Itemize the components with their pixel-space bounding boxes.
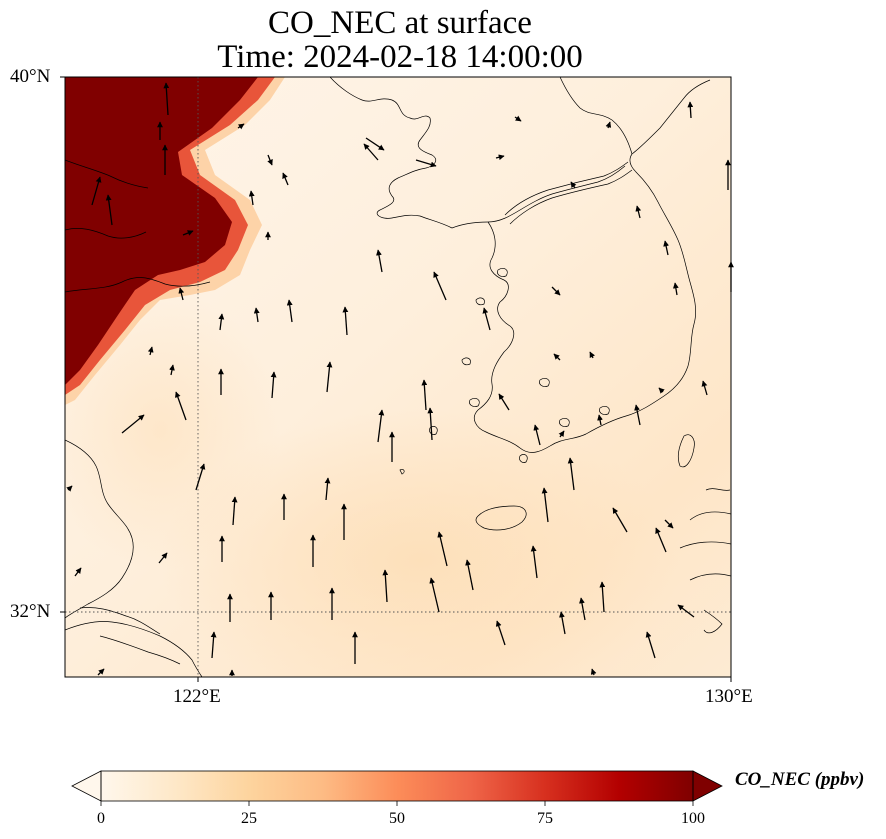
wind-arrow: [533, 424, 541, 446]
wind-arrow: [530, 545, 538, 579]
wind-arrow: [163, 82, 170, 116]
wind-arrow: [326, 361, 333, 393]
wind-arrow: [365, 137, 385, 151]
wind-arrow: [342, 306, 349, 336]
map-frame: [64, 76, 732, 678]
colorbar-min-extend: [71, 770, 102, 802]
wind-arrow: [570, 181, 577, 189]
lon-tick-130e: 130°E: [705, 686, 753, 707]
wind-arrow: [579, 597, 586, 621]
wind-arrow: [248, 190, 255, 206]
wind-arrow: [91, 176, 102, 206]
wind-arrow: [231, 496, 238, 526]
wind-arrow: [169, 364, 175, 376]
wind-arrow: [324, 477, 331, 501]
wind-arrow: [175, 391, 187, 421]
gridlines: [65, 77, 731, 677]
wind-arrow: [105, 194, 113, 226]
jeju-island: [475, 505, 527, 531]
lat-tick-32n: 32°N: [10, 601, 51, 622]
concentration-field: [65, 77, 731, 677]
chart-title: CO_NEC at surface Time: 2024-02-18 14:00…: [0, 6, 800, 74]
wind-arrow: [210, 631, 217, 659]
wind-arrow: [121, 414, 145, 434]
wind-arrow: [495, 620, 506, 646]
wind-arrow: [429, 577, 440, 613]
wind-arrow: [382, 569, 389, 603]
wind-arrow: [376, 249, 383, 273]
colorbar-label: CO_NEC (ppbv): [735, 769, 865, 790]
wind-arrow: [589, 351, 595, 359]
wind-arrow: [158, 552, 168, 564]
wind-arrow: [558, 430, 565, 438]
title-line-1: CO_NEC at surface: [268, 5, 532, 41]
wind-arrow: [253, 307, 260, 323]
colorbar-tick-50: 50: [389, 810, 405, 827]
wind-arrow: [433, 271, 447, 301]
wind-arrow: [495, 154, 505, 161]
wind-arrow: [415, 159, 437, 168]
wind-arrow: [427, 407, 434, 441]
colorbar-tick-25: 25: [241, 810, 257, 827]
wind-arrow: [498, 393, 510, 411]
colorbar-tick-100: 100: [681, 810, 705, 827]
wind-arrow: [363, 143, 379, 161]
wind-arrow: [551, 286, 561, 296]
wind-arrow: [567, 457, 575, 491]
wind-arrow: [655, 527, 667, 553]
wind-arrow: [605, 121, 612, 129]
wind-arrow: [282, 172, 289, 186]
wind-arrow: [658, 387, 665, 394]
lon-tick-122e: 122°E: [173, 686, 221, 707]
title-line-2: Time: 2024-02-18 14:00:00: [217, 39, 583, 75]
colorbar-tick-75: 75: [537, 810, 553, 827]
co-plume: [65, 77, 258, 385]
wind-arrow: [286, 299, 293, 323]
wind-arrow: [270, 371, 277, 399]
colorbar-max-extend: [692, 770, 723, 802]
colorbar-tick-0: 0: [97, 810, 105, 827]
wind-arrow: [218, 313, 225, 331]
wind-arrow: [553, 353, 561, 361]
wind-arrow: [178, 287, 185, 301]
wind-arrow: [635, 205, 642, 219]
wind-arrow: [677, 604, 695, 618]
wind-arrow: [74, 567, 82, 577]
wind-vectors: [66, 82, 734, 676]
wind-arrow: [687, 101, 694, 119]
wind-arrow: [559, 611, 566, 635]
wind-arrow: [514, 115, 522, 122]
axis-ticks: [60, 76, 732, 682]
wind-arrow: [237, 123, 245, 130]
wind-arrow: [664, 519, 674, 529]
wind-arrow: [147, 346, 154, 356]
wind-arrow: [541, 487, 549, 523]
colorbar: [71, 770, 723, 806]
colorbar-body: [101, 771, 693, 801]
wind-arrow: [421, 379, 428, 411]
wind-arrow: [482, 307, 491, 331]
wind-arrow: [612, 507, 628, 533]
wind-arrow: [701, 380, 708, 396]
wind-arrow: [590, 668, 597, 676]
lat-tick-40n: 40°N: [10, 66, 51, 87]
wind-arrow: [465, 559, 474, 591]
wind-arrow: [267, 154, 273, 166]
wind-arrow: [597, 414, 603, 426]
wind-arrow: [437, 531, 448, 567]
wind-arrow: [599, 581, 606, 613]
wind-arrow: [377, 409, 385, 443]
wind-arrow: [634, 404, 641, 426]
wind-arrow: [195, 463, 206, 491]
wind-arrow: [97, 668, 105, 676]
wind-arrow: [672, 282, 679, 296]
wind-arrow: [645, 631, 656, 659]
wind-arrow: [66, 485, 73, 492]
wind-arrow: [182, 230, 194, 236]
coastlines: [65, 77, 731, 677]
wind-arrow: [663, 240, 669, 256]
